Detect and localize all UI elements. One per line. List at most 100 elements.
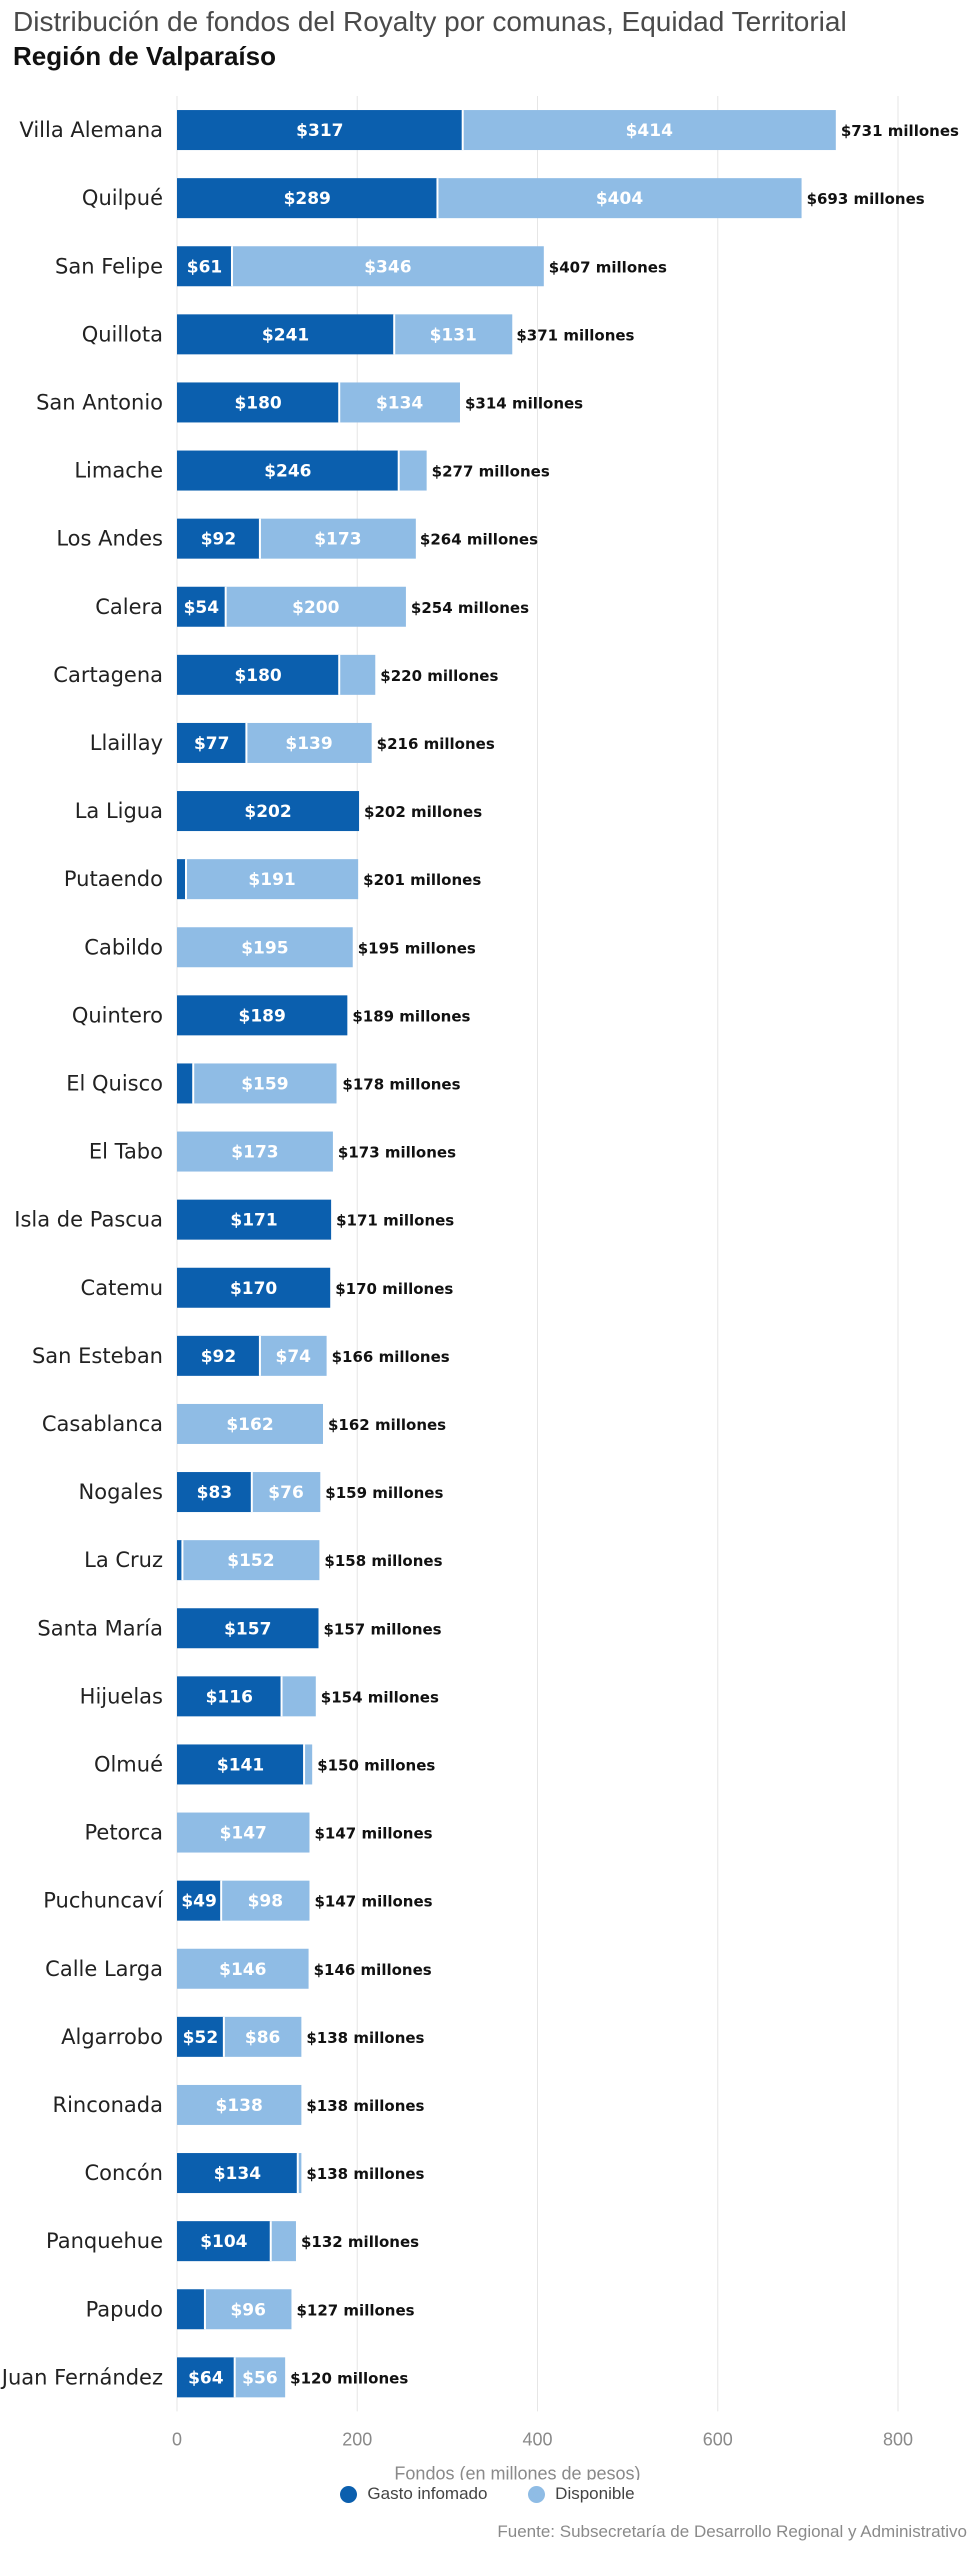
bar-gasto xyxy=(177,314,395,355)
x-axis-label: Fondos (en millones de pesos) xyxy=(394,2463,640,2480)
bar-disponible xyxy=(398,450,427,491)
bar-disponible xyxy=(339,654,376,695)
category-label: El Quisco xyxy=(66,1071,163,1095)
data-label-gasto: $157 xyxy=(224,1619,271,1639)
data-label-gasto: $202 xyxy=(244,802,291,822)
total-label: $264 millones xyxy=(420,531,538,549)
total-label: $693 millones xyxy=(807,190,925,208)
bar-disponible xyxy=(225,586,406,627)
category-label: Algarrobo xyxy=(61,2025,163,2049)
category-label: La Ligua xyxy=(75,799,163,823)
total-label: $170 millones xyxy=(335,1280,453,1298)
data-label-disponible: $152 xyxy=(227,1551,274,1571)
bar-disponible xyxy=(437,178,802,219)
bar-disponible xyxy=(221,1880,310,1921)
data-label-disponible: $191 xyxy=(248,870,295,890)
total-label: $254 millones xyxy=(411,599,529,617)
legend-swatch-disponible xyxy=(528,2485,546,2503)
category-label: Isla de Pascua xyxy=(14,1208,163,1232)
data-label-gasto: $141 xyxy=(217,1755,264,1775)
total-label: $195 millones xyxy=(358,939,476,957)
data-label-gasto: $54 xyxy=(184,598,220,618)
bar-disponible xyxy=(223,2016,302,2057)
bar-disponible xyxy=(246,722,372,763)
chart-title: Distribución de fondos del Royalty por c… xyxy=(13,6,847,37)
total-label: $189 millones xyxy=(352,1007,470,1025)
bar-gasto xyxy=(177,586,226,627)
category-label: Putaendo xyxy=(64,867,163,891)
data-label-gasto: $49 xyxy=(181,1892,217,1912)
bar-gasto xyxy=(177,859,187,900)
data-label-gasto: $170 xyxy=(230,1279,277,1299)
bar-gasto xyxy=(177,2016,224,2057)
bar-disponible xyxy=(462,110,836,151)
total-label: $371 millones xyxy=(516,326,634,344)
total-label: $178 millones xyxy=(342,1075,460,1093)
bar-disponible xyxy=(186,859,359,900)
bar-gasto xyxy=(177,1676,282,1717)
total-label: $154 millones xyxy=(321,1688,439,1706)
legend-swatch-gasto xyxy=(340,2485,358,2503)
bar-gasto xyxy=(177,1199,332,1240)
total-label: $158 millones xyxy=(324,1552,442,1570)
category-label: San Felipe xyxy=(55,254,163,278)
data-label-disponible: $74 xyxy=(276,1347,312,1367)
data-label-gasto: $61 xyxy=(187,257,223,277)
total-label: $147 millones xyxy=(314,1893,432,1911)
data-label-gasto: $171 xyxy=(230,1211,277,1231)
category-label: San Esteban xyxy=(32,1344,163,1368)
total-label: $220 millones xyxy=(380,667,498,685)
total-label: $277 millones xyxy=(432,463,550,481)
total-label: $120 millones xyxy=(290,2369,408,2387)
bar-gasto xyxy=(177,722,247,763)
bar-gasto xyxy=(177,1063,194,1104)
total-label: $202 millones xyxy=(364,803,482,821)
bar-disponible xyxy=(177,2084,302,2125)
bar-disponible xyxy=(177,1812,310,1853)
data-label-disponible: $414 xyxy=(626,121,673,141)
category-label: Los Andes xyxy=(56,527,163,551)
data-label-disponible: $195 xyxy=(241,938,288,958)
data-label-gasto: $52 xyxy=(183,2028,219,2048)
legend-item-disponible[interactable]: Disponible xyxy=(528,2484,635,2504)
bar-disponible xyxy=(177,1131,333,1172)
bar-disponible xyxy=(339,382,460,423)
bar-gasto xyxy=(177,1540,183,1581)
category-label: Santa María xyxy=(37,1616,163,1640)
chart-subtitle: Región de Valparaíso xyxy=(13,41,276,71)
bar-disponible xyxy=(304,1744,313,1785)
bar-gasto xyxy=(177,2289,205,2330)
total-label: $150 millones xyxy=(317,1756,435,1774)
data-label-gasto: $289 xyxy=(284,189,331,209)
bar-gasto xyxy=(177,1335,260,1376)
bar-disponible xyxy=(281,1676,316,1717)
bar-disponible xyxy=(234,2357,286,2398)
bar-gasto xyxy=(177,178,438,219)
data-label-disponible: $76 xyxy=(268,1483,304,1503)
data-label-disponible: $139 xyxy=(285,734,332,754)
legend-item-gasto[interactable]: Gasto infomado xyxy=(340,2484,487,2504)
data-label-gasto: $180 xyxy=(234,393,281,413)
category-label: Concón xyxy=(84,2161,163,2185)
data-label-disponible: $200 xyxy=(292,598,339,618)
data-label-disponible: $173 xyxy=(231,1143,278,1163)
bar-gasto xyxy=(177,518,260,559)
category-label: Villa Alemana xyxy=(19,118,163,142)
bar-disponible xyxy=(177,1948,309,1989)
bar-disponible xyxy=(182,1540,320,1581)
data-label-gasto: $180 xyxy=(234,666,281,686)
data-label-disponible: $134 xyxy=(376,393,423,413)
bar-disponible xyxy=(204,2289,292,2330)
bar-disponible xyxy=(177,927,353,968)
bar-gasto xyxy=(177,995,348,1036)
data-label-disponible: $138 xyxy=(216,2096,263,2116)
data-label-disponible: $56 xyxy=(242,2368,278,2388)
data-label-gasto: $246 xyxy=(264,462,311,482)
bar-gasto xyxy=(177,1472,252,1513)
data-label-gasto: $64 xyxy=(188,2368,224,2388)
data-label-gasto: $92 xyxy=(201,1347,237,1367)
x-tick-label: 800 xyxy=(883,2429,913,2449)
x-tick-label: 200 xyxy=(342,2429,372,2449)
stacked-bar-chart: 0 200 400 600 800 Fondos (en millones de peso… xyxy=(0,96,959,2480)
bar-gasto xyxy=(177,654,340,695)
